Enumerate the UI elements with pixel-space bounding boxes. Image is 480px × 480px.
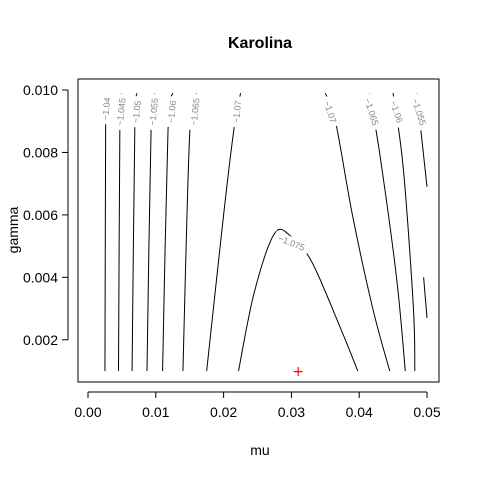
contour-label-bg <box>187 93 202 131</box>
y-tick-label: 0.002 <box>23 332 58 348</box>
contour-label: −1.045 <box>115 98 128 127</box>
contour-label: −1.07 <box>231 100 243 124</box>
chart-title: Karolina <box>228 35 292 52</box>
y-tick-label: 0.004 <box>23 269 58 285</box>
plot-frame <box>77 78 440 383</box>
contour-label-bg <box>386 95 407 129</box>
contour-line <box>182 93 197 372</box>
contour-line <box>131 93 138 372</box>
y-axis: 0.002 0.004 0.006 0.008 0.010 <box>23 82 69 348</box>
contour-label: −1.055 <box>147 98 160 127</box>
contour-label: −1.07 <box>322 99 339 124</box>
x-axis: 0.00 0.01 0.02 0.03 0.04 0.05 <box>74 391 441 420</box>
contour-lines: −1.04 −1.045 −1.05 −1.055 −1.06 −1.065 −1.07 −1… <box>98 92 431 372</box>
contour-label-bg <box>320 95 341 129</box>
contour-line <box>162 93 174 372</box>
contour-line <box>118 93 122 372</box>
y-tick-label: 0.010 <box>23 82 58 98</box>
x-tick-label: 0.02 <box>210 404 237 420</box>
contour-label-bg <box>129 95 144 128</box>
contour-label-bg <box>113 93 129 131</box>
y-axis-label: gamma <box>5 206 21 253</box>
contour-label-bg <box>408 92 431 131</box>
contour-line <box>368 93 406 372</box>
contour-line <box>423 277 428 318</box>
x-tick-label: 0.05 <box>413 404 440 420</box>
contour-label-bg <box>145 93 161 131</box>
y-tick-label: 0.006 <box>23 207 58 223</box>
contour-label-bg <box>229 95 244 128</box>
optimum-marker: + <box>292 364 304 380</box>
contour-label: −1.065 <box>362 97 380 127</box>
x-axis-label: mu <box>250 442 269 458</box>
y-tick-label: 0.008 <box>23 144 58 160</box>
contour-label: −1.075 <box>277 233 307 253</box>
contour-label: −1.05 <box>131 100 143 124</box>
contour-line <box>206 93 242 372</box>
contour-label: −1.055 <box>410 97 428 127</box>
contour-label-bg <box>272 230 311 255</box>
contour-line <box>146 93 155 372</box>
contour-label-bg <box>98 92 113 125</box>
contour-line <box>324 92 391 372</box>
contour-label: −1.06 <box>388 99 405 124</box>
markers: + <box>292 364 304 380</box>
x-tick-label: 0.01 <box>142 404 169 420</box>
x-tick-label: 0.00 <box>74 404 101 420</box>
contour-label-bg <box>164 95 179 128</box>
contour-label: −1.065 <box>189 98 202 127</box>
contour-line <box>104 93 107 372</box>
contour-label-bg <box>361 92 383 131</box>
contour-label: −1.04 <box>100 97 112 121</box>
x-tick-label: 0.03 <box>278 404 305 420</box>
x-tick-label: 0.04 <box>346 404 373 420</box>
contour-label: −1.06 <box>166 100 178 124</box>
contour-line <box>392 93 416 372</box>
